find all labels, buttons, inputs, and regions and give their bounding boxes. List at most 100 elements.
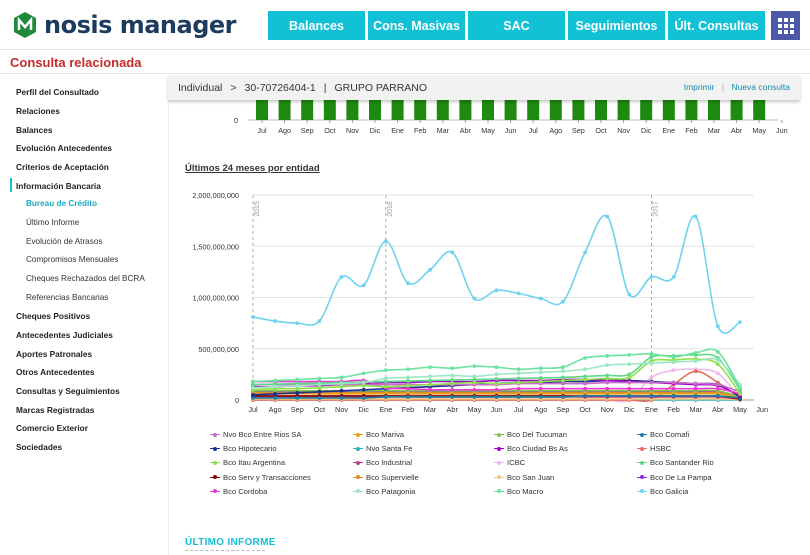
sidebar-subitem-evolucion-atrasos[interactable]: Evolución de Atrasos	[26, 237, 103, 246]
series-point	[738, 320, 742, 324]
series-point	[715, 324, 720, 329]
sidebar-subitem-compromisos[interactable]: Compromisos Mensuales	[26, 255, 119, 264]
series-point	[450, 373, 455, 378]
sidebar-item-criterios[interactable]: Criterios de Aceptación	[16, 162, 109, 172]
legend-item[interactable]: Nvo Santa Fe	[353, 444, 412, 453]
legend-item[interactable]: Bco Ciudad Bs As	[494, 444, 568, 453]
top-chart-month-label: Sep	[301, 126, 314, 135]
sidebar-item-marcas[interactable]: Marcas Registradas	[16, 405, 95, 415]
year-marker-label: 2016	[387, 201, 394, 217]
sidebar-item-comercio[interactable]: Comercio Exterior	[16, 423, 88, 433]
x-tick-label: Feb	[402, 405, 415, 414]
x-tick-label: Ene	[379, 405, 392, 414]
apps-grid-button[interactable]	[771, 11, 800, 40]
series-point	[428, 374, 432, 379]
legend-item[interactable]: Bco De La Pampa	[637, 473, 712, 482]
series-point	[583, 381, 587, 386]
series-point	[251, 315, 255, 319]
breadcrumb-type[interactable]: Individual	[178, 81, 223, 94]
top-chart-month-label: Jun	[776, 126, 788, 135]
link-separator: |	[721, 82, 725, 92]
legend-item[interactable]: Bco Patagonia	[353, 487, 415, 496]
legend-item[interactable]: Bco San Juan	[494, 473, 554, 482]
sidebar-item-perfil[interactable]: Perfil del Consultado	[16, 87, 99, 97]
legend-item[interactable]: Bco Macro	[494, 487, 543, 496]
sidebar-item-informacion-bancaria[interactable]: Información Bancaria	[16, 181, 101, 191]
nav-ult-consultas-button[interactable]: Últ. Consultas	[668, 11, 765, 40]
x-tick-label: May	[467, 405, 481, 414]
legend-marker	[637, 432, 647, 438]
sidebar-subitem-bureau[interactable]: Bureau de Crédito	[26, 199, 97, 208]
series-point	[605, 363, 610, 368]
series-point	[627, 386, 632, 391]
top-chart-bar	[527, 100, 540, 120]
legend-marker	[494, 460, 504, 466]
top-chart-bar	[708, 100, 720, 120]
legend-marker	[637, 488, 647, 494]
sidebar-item-aportes[interactable]: Aportes Patronales	[16, 349, 93, 359]
legend-item[interactable]: Bco Itau Argentina	[210, 458, 285, 467]
legend-item[interactable]: Bco Comafi	[637, 430, 689, 439]
series-point	[361, 371, 366, 376]
x-tick-label: Ene	[645, 405, 658, 414]
breadcrumb-separator: >	[230, 81, 237, 94]
legend-label: Bco De La Pampa	[650, 472, 712, 482]
series-point	[583, 250, 587, 255]
series-point	[538, 366, 543, 371]
sidebar-item-otros[interactable]: Otros Antecedentes	[16, 367, 95, 377]
sidebar-item-evolucion-antecedentes[interactable]: Evolución Antecedentes	[16, 143, 113, 153]
legend-item[interactable]: HSBC	[637, 444, 671, 453]
chart-title: Últimos 24 meses por entidad	[185, 163, 320, 174]
series-point	[317, 385, 322, 390]
series-point	[715, 371, 720, 376]
legend-item[interactable]: Nvo Bco Entre Rios SA	[210, 430, 302, 439]
legend-item[interactable]: Bco Supervielle	[353, 473, 419, 482]
legend-item[interactable]: Bco Galicia	[637, 487, 688, 496]
nav-balances-button[interactable]: Balances	[268, 11, 365, 40]
breadcrumb-bar: |	[323, 81, 327, 94]
sidebar-item-relaciones[interactable]: Relaciones	[16, 106, 60, 116]
top-chart-bar	[256, 100, 268, 120]
top-chart-month-label: Ago	[549, 126, 562, 135]
legend-item[interactable]: Bco Hipotecario	[210, 444, 277, 453]
legend-item[interactable]: Bco Del Tucuman	[494, 430, 567, 439]
nav-seguimientos-button[interactable]: Seguimientos	[568, 11, 665, 40]
legend-item[interactable]: ICBC	[494, 458, 525, 467]
series-point	[494, 365, 499, 370]
nav-sac-button[interactable]: SAC	[468, 11, 565, 40]
series-point	[649, 361, 654, 365]
legend-item[interactable]: Bco Santander Rio	[637, 458, 714, 467]
y-tick-label: 500,000,000	[198, 345, 239, 354]
sidebar-item-balances[interactable]: Balances	[16, 125, 53, 135]
nav-cons-masivas-button[interactable]: Cons. Masivas	[368, 11, 465, 40]
legend-item[interactable]: Bco Industrial	[353, 458, 412, 467]
series-point	[649, 380, 654, 385]
series-point	[561, 386, 565, 391]
top-chart-bar	[459, 100, 472, 120]
print-link[interactable]: Imprimir	[683, 82, 715, 92]
legend-item[interactable]: Bco Mariva	[353, 430, 404, 439]
sidebar-item-judiciales[interactable]: Antecedentes Judiciales	[16, 330, 113, 340]
series-point	[671, 368, 676, 373]
legend-item[interactable]: Bco Cordoba	[210, 487, 267, 496]
series-point	[693, 369, 698, 374]
series-point	[693, 381, 698, 386]
legend-item[interactable]: Bco Serv y Transacciones	[210, 473, 311, 482]
breadcrumb-actions: Imprimir | Nueva consulta	[684, 82, 790, 92]
section-subline	[185, 550, 265, 555]
series-point	[561, 299, 565, 304]
sidebar-subitem-cheques-rechazados[interactable]: Cheques Rechazados del BCRA	[26, 274, 145, 283]
sidebar-item-sociedades[interactable]: Sociedades	[16, 442, 63, 452]
legend-label: Bco Mariva	[366, 430, 404, 439]
sidebar-item-consultas[interactable]: Consultas y Seguimientos	[16, 386, 120, 396]
series-point	[671, 386, 676, 391]
nosis-logo[interactable]: nosis manager	[10, 10, 237, 40]
sidebar-subitem-referencias[interactable]: Referencias Bancarias	[26, 293, 109, 302]
sidebar-subitem-ultimo-informe[interactable]: Último Informe	[26, 218, 80, 227]
series-point	[649, 275, 654, 279]
series-point	[273, 319, 278, 323]
new-query-link[interactable]: Nueva consulta	[731, 82, 790, 92]
sidebar-item-cheques-positivos[interactable]: Cheques Positivos	[16, 311, 91, 321]
series-point	[450, 381, 455, 386]
series-point	[627, 372, 632, 377]
